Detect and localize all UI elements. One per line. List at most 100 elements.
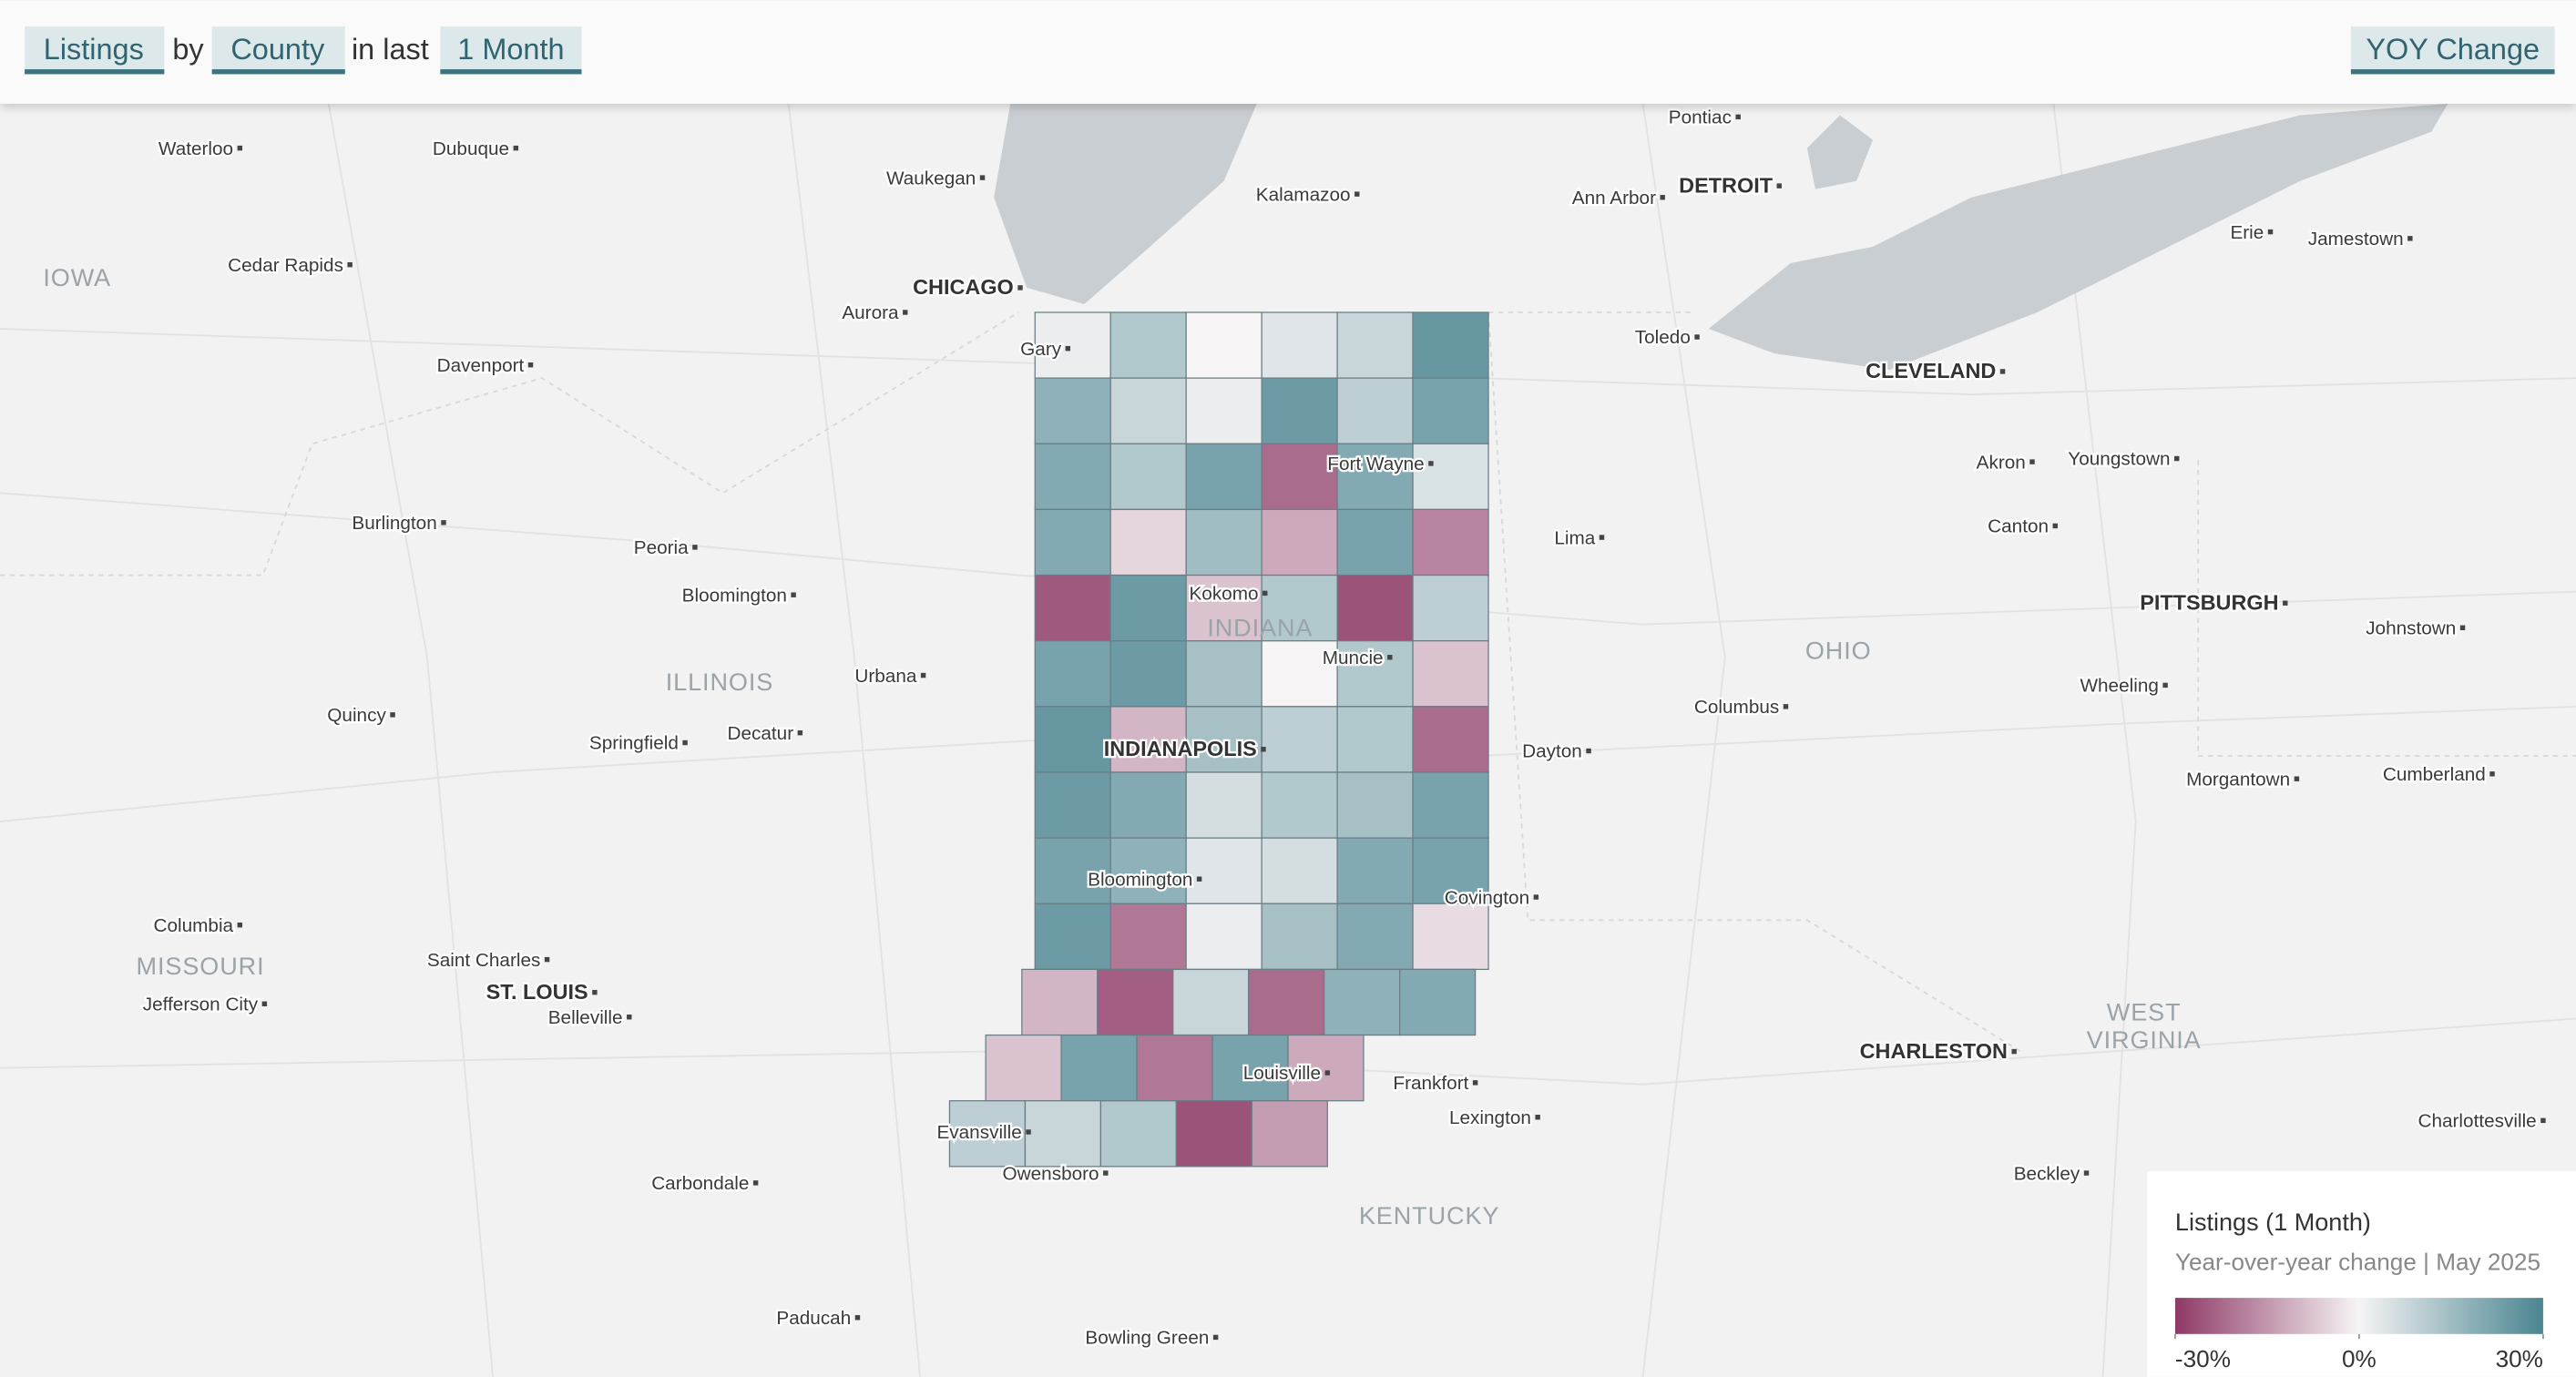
city-label: Aurora: [842, 302, 899, 323]
button-bg[interactable]: [211, 26, 345, 75]
city-label: Gary: [1020, 339, 1062, 360]
county: [1109, 640, 1187, 708]
city-label: Dubuque: [433, 138, 509, 159]
county: [1261, 311, 1338, 379]
county: [1185, 640, 1262, 708]
state-label: WEST: [2107, 998, 2182, 1025]
city-label: Muncie: [1323, 648, 1384, 668]
city-dot: [1783, 704, 1789, 709]
county: [1034, 508, 1111, 576]
city-dot: [627, 1015, 632, 1020]
county: [1034, 377, 1111, 444]
city-label: Burlington: [352, 513, 436, 534]
county: [1034, 837, 1111, 904]
county: [1261, 508, 1338, 576]
county: [1412, 508, 1489, 576]
button-label[interactable]: County: [230, 33, 325, 66]
county: [1109, 443, 1187, 511]
city-label: Charlottesville: [2418, 1111, 2536, 1132]
button-label[interactable]: Listings: [44, 33, 144, 66]
city-label: Louisville: [1243, 1063, 1321, 1084]
city-label: CLEVELAND: [1866, 359, 1996, 382]
legend-gradient: [2174, 1298, 2543, 1334]
city-label: Akron: [1977, 452, 2026, 473]
county: [1261, 903, 1338, 971]
button-bg[interactable]: [2350, 26, 2555, 75]
city-label: Peoria: [634, 537, 689, 558]
city-label: Jefferson City: [143, 994, 259, 1015]
city-label: Waukegan: [886, 168, 976, 189]
city-label: Erie: [2230, 222, 2264, 243]
city-label: Bloomington: [1088, 869, 1192, 890]
county: [1024, 1100, 1102, 1168]
county: [1412, 706, 1489, 773]
county: [1336, 903, 1414, 971]
city-dot: [347, 261, 353, 268]
county: [1251, 1100, 1328, 1168]
button-underline: [211, 69, 345, 75]
county: [1172, 968, 1250, 1036]
county: [1034, 574, 1111, 642]
county: [1336, 706, 1414, 773]
metric-button[interactable]: Listings: [25, 26, 165, 75]
city-label: Saint Charles: [427, 950, 540, 971]
city-label: Fort Wayne: [1327, 454, 1424, 474]
county: [1185, 771, 1262, 839]
city-label: Columbia: [154, 915, 234, 936]
city-dot: [1472, 1080, 1478, 1086]
city-label: Morgantown: [2186, 769, 2290, 790]
label-layer: IOWA ILLINOIS INDIANA OHIO MISSOURI KENTUCKY W…: [43, 105, 2546, 1351]
county: [1034, 706, 1111, 773]
city-label: Waterloo: [158, 138, 233, 159]
county: [1185, 311, 1262, 379]
county: [1399, 968, 1477, 1036]
city-dot: [237, 923, 243, 928]
county-layer: [948, 311, 1489, 1168]
city-label: Springfield: [589, 733, 679, 754]
legend: Listings (1 Month) Year-over-year change…: [2147, 1171, 2576, 1377]
city-dot: [903, 310, 908, 315]
group-button[interactable]: County: [211, 26, 345, 75]
city-label: Quincy: [327, 705, 386, 726]
legend-panel: [2147, 1171, 2576, 1377]
city-dot: [1261, 747, 1266, 752]
period-button[interactable]: 1 Month: [440, 26, 582, 75]
city-label: Cumberland: [2383, 764, 2486, 785]
county: [1109, 311, 1187, 379]
city-dot: [2083, 1170, 2090, 1176]
county: [1185, 574, 1262, 642]
city-dot: [979, 175, 986, 180]
legend-tick-label: -30%: [2175, 1345, 2231, 1372]
lake-michigan: [994, 103, 1257, 304]
city-label: INDIANAPOLIS: [1104, 737, 1257, 760]
city-dot: [513, 145, 519, 151]
county: [1324, 968, 1401, 1036]
button-bg[interactable]: [440, 26, 582, 75]
city-dot: [2407, 236, 2413, 241]
button-label[interactable]: 1 Month: [457, 33, 564, 66]
county: [1336, 640, 1414, 708]
county: [1109, 377, 1187, 444]
city-label: Kokomo: [1189, 584, 1258, 605]
city-dot: [2294, 776, 2300, 781]
city-dot: [1428, 461, 1434, 466]
button-label[interactable]: YOY Change: [2366, 33, 2540, 66]
county: [1109, 903, 1187, 971]
city-dot: [1354, 191, 1360, 197]
city-dot: [390, 712, 395, 718]
state-label: MISSOURI: [137, 953, 265, 980]
city-dot: [1212, 1334, 1219, 1341]
county: [1336, 771, 1414, 839]
city-label: PITTSBURGH: [2140, 590, 2278, 614]
city-dot: [2459, 625, 2466, 630]
county: [1097, 968, 1174, 1036]
county: [1185, 443, 1262, 511]
city-label: Owensboro: [1003, 1163, 1099, 1184]
county: [1336, 837, 1414, 904]
mode-button[interactable]: YOY Change: [2350, 26, 2555, 75]
button-bg[interactable]: [25, 26, 165, 75]
city-dot: [791, 592, 796, 597]
city-label: Covington: [1445, 887, 1529, 908]
city-label: Ann Arbor: [1572, 188, 1656, 209]
city-label: Davenport: [437, 355, 525, 376]
